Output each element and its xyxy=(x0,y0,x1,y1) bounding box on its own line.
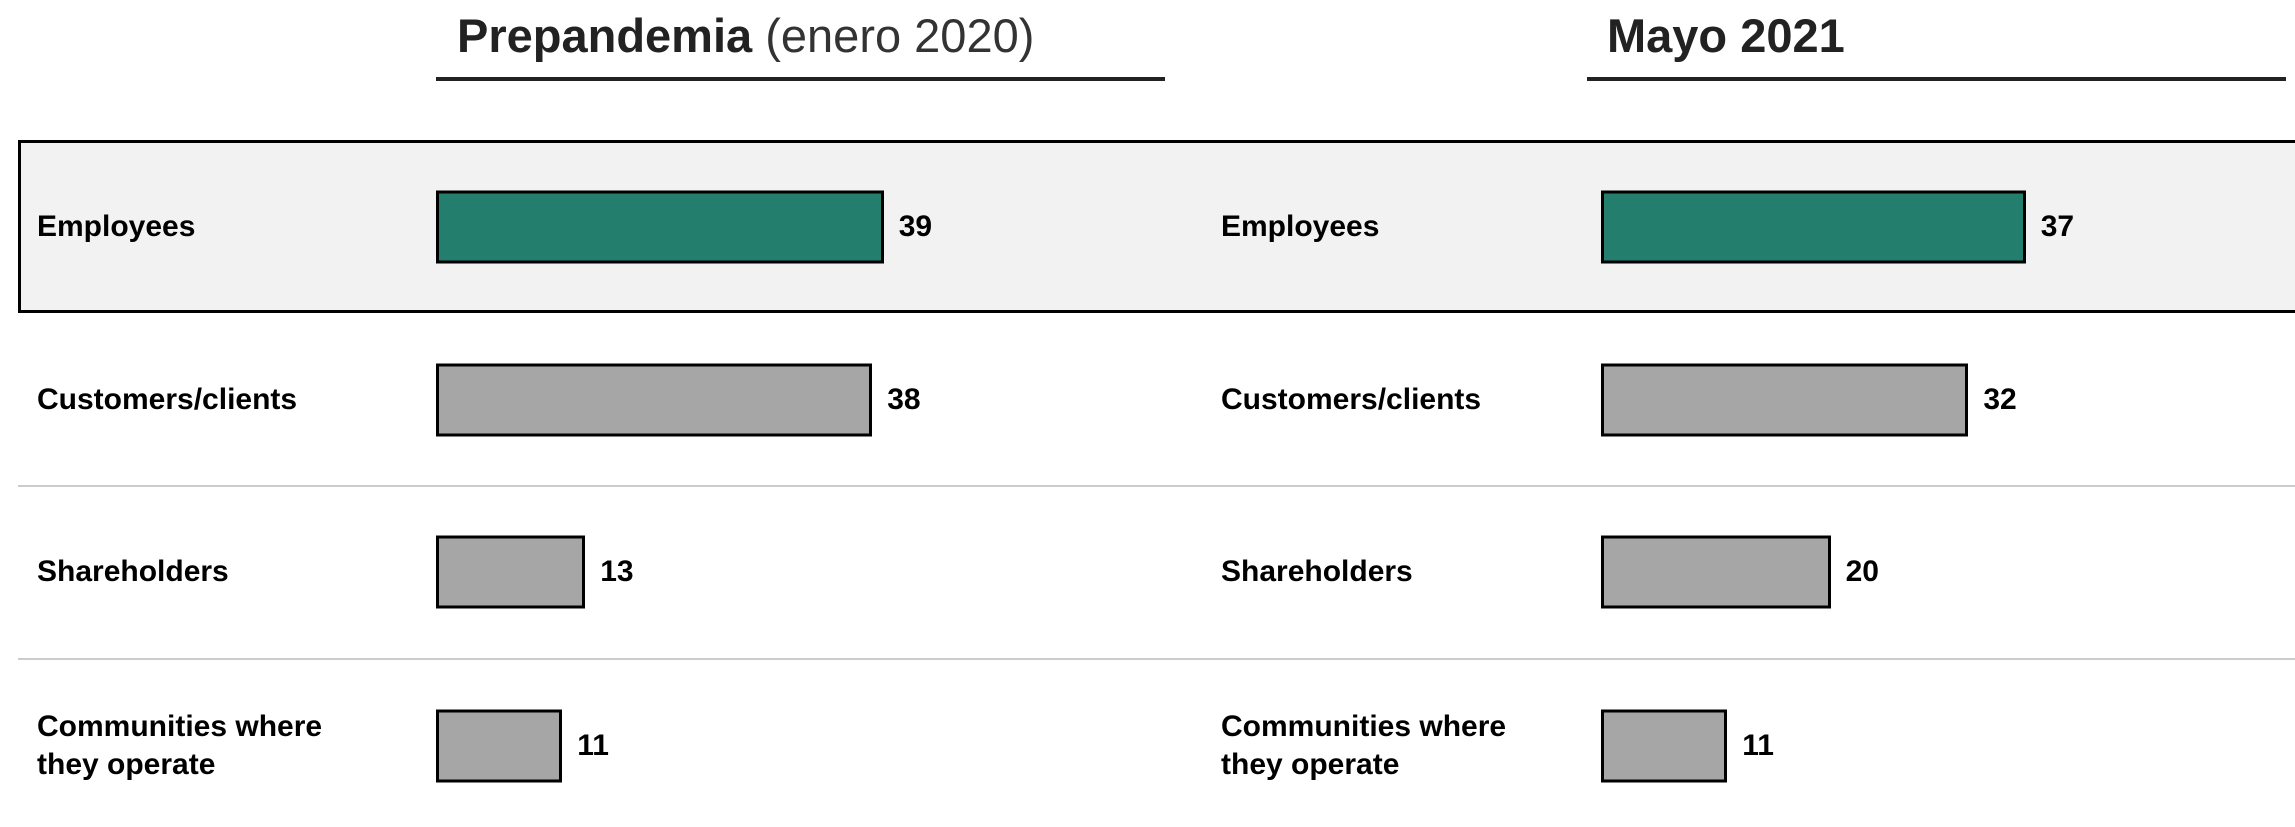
value-label: 13 xyxy=(600,555,634,588)
title-bold: Mayo 2021 xyxy=(1607,9,1845,62)
bar xyxy=(436,709,563,783)
value-label: 20 xyxy=(1845,555,1879,588)
value-label: 11 xyxy=(577,729,609,762)
category-label: Employees xyxy=(37,210,196,243)
category-label: Communities where they operate xyxy=(37,710,323,781)
row-separator xyxy=(18,658,2295,660)
bar xyxy=(436,535,586,609)
title-bold: Prepandemia xyxy=(457,9,753,62)
bar xyxy=(436,363,873,437)
panel-title: Mayo 2021 xyxy=(1607,12,1845,59)
value-label: 38 xyxy=(887,383,921,416)
value-label: 32 xyxy=(1983,383,2017,416)
bar xyxy=(436,190,884,264)
category-label: Communities where they operate xyxy=(1221,710,1507,781)
bar xyxy=(1601,535,1831,609)
title-sub: (enero 2020) xyxy=(765,9,1035,62)
value-label: 37 xyxy=(2040,210,2075,243)
panel-title: Prepandemia (enero 2020) xyxy=(457,12,1034,59)
bar xyxy=(1601,190,2026,264)
row-separator xyxy=(18,485,2295,487)
title-rule xyxy=(436,77,1165,81)
category-label: Shareholders xyxy=(37,555,229,588)
category-label: Employees xyxy=(1221,210,1380,243)
value-label: 39 xyxy=(898,210,933,243)
bar xyxy=(1601,363,1969,437)
category-label: Shareholders xyxy=(1221,555,1413,588)
bar xyxy=(1601,709,1728,783)
title-rule xyxy=(1587,77,2286,81)
category-label: Customers/clients xyxy=(37,383,298,416)
value-label: 11 xyxy=(1742,729,1774,762)
category-label: Customers/clients xyxy=(1221,383,1482,416)
